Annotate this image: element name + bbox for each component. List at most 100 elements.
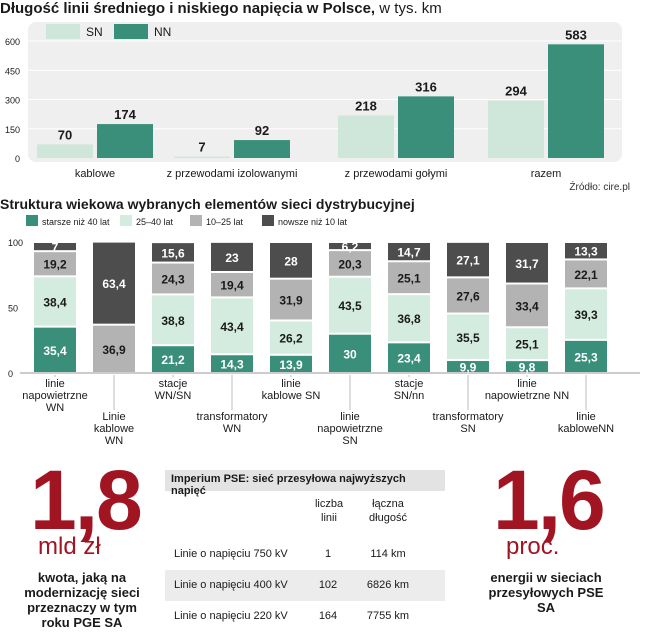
chart2-bar-segment (270, 279, 312, 320)
chart2-category-label: WN (223, 423, 241, 435)
chart2-category-label: napowietrzne (22, 390, 87, 402)
chart2-segment-label: 21,2 (161, 353, 185, 367)
chart2-segment-label: 35,5 (456, 331, 480, 345)
chart2-bar-segment (329, 243, 371, 250)
chart2-y-tick: 50 (8, 304, 18, 314)
chart2-bar-segment (329, 277, 371, 333)
chart2-legend-label: starsze niż 40 lat (42, 217, 110, 227)
chart2-segment-label: 9,9 (460, 361, 477, 375)
table-cell-count: 102 (318, 579, 338, 591)
chart1-category-label: z przewodami izolowanymi (167, 168, 298, 180)
chart2-bar-segment (565, 289, 607, 339)
chart2-category-label: linie (340, 411, 360, 423)
chart1-bar (398, 96, 454, 158)
chart2-segment-label: 24,3 (161, 272, 185, 286)
chart2-segment-label: 25,1 (397, 272, 421, 286)
chart1-value-label: 316 (415, 79, 437, 94)
chart1-value-label: 7 (198, 140, 205, 155)
chart2-segment-label: 9,8 (519, 361, 536, 375)
chart2-segment-label: 14,3 (220, 358, 244, 372)
chart2-y-tick: 0 (8, 369, 13, 379)
chart2-bar-segment (506, 243, 548, 283)
table-cell-name: Linie o napięciu 400 kV (174, 579, 288, 591)
chart1-y-tick: 150 (5, 125, 20, 135)
table-row: Linie o napięciu 220 kV 164 7755 km (165, 601, 445, 632)
chart1-y-tick: 600 (5, 37, 20, 47)
chart2-category-label: WN (105, 435, 123, 447)
chart2-segment-label: 26,2 (279, 332, 303, 346)
chart1-y-tick: 300 (5, 96, 20, 106)
left-callout-unit: mld zł (38, 533, 101, 560)
table-row: Linie o napięciu 400 kV 102 6826 km (165, 570, 445, 601)
chart2-category-label: linie (576, 411, 596, 423)
chart2-segment-label: 38,8 (161, 314, 185, 328)
chart2-category-label: WN (46, 402, 64, 414)
chart2-bar-segment (447, 361, 489, 372)
chart1-legend-swatch (114, 24, 148, 39)
chart2-legend-label: 10–25 lat (206, 217, 244, 227)
table-cell-count: 1 (324, 548, 332, 560)
transmission-table: Imperium PSE: sieć przesyłowa najwyższyc… (165, 470, 445, 632)
chart2-segment-label: 43,4 (220, 320, 244, 334)
chart2-bar-segment (565, 243, 607, 259)
chart2-legend-label: 25–40 lat (136, 217, 174, 227)
chart2-category-label: linie (45, 378, 65, 390)
chart1-legend-label: SN (86, 25, 103, 39)
chart2-category-label: linie (517, 378, 537, 390)
chart2-segment-label: 19,4 (220, 279, 244, 293)
chart2-bar-segment (447, 242, 489, 277)
chart2-bar-segment (270, 321, 312, 354)
chart2-bar-segment (270, 243, 312, 278)
chart2-bar-segment (211, 242, 253, 271)
chart2-bar-segment (506, 328, 548, 360)
chart2-segment-label: 19,2 (43, 258, 67, 272)
chart1-plot-area (28, 22, 622, 162)
chart2-segment-label: 36,8 (397, 312, 421, 326)
chart2-segment-label: 13,3 (574, 245, 598, 259)
chart1-value-label: 70 (58, 127, 72, 142)
chart2-segment-label: 25,3 (574, 350, 598, 364)
chart1-legend-swatch (46, 24, 80, 39)
chart2-segment-label: 15,6 (161, 246, 185, 260)
chart2-bar-segment (388, 243, 430, 261)
chart2-segment-label: 31,9 (279, 294, 303, 308)
chart2-segment-label: 14,7 (397, 246, 421, 260)
chart2-category-label: SN (342, 435, 357, 447)
chart1-bar (174, 156, 230, 158)
chart1-y-tick: 0 (15, 154, 20, 164)
chart2-category-label: napowietrzne NN (485, 390, 569, 402)
table-cell-name: Linie o napięciu 750 kV (174, 548, 288, 560)
chart2-bar-segment (152, 295, 194, 345)
chart1-bar (234, 140, 290, 158)
chart1-bar (488, 100, 544, 158)
chart2-bar-segment (34, 243, 76, 251)
chart2-segment-label: 13,9 (279, 358, 303, 372)
chart2-bar-segment (329, 334, 371, 372)
chart2-bar-segment (506, 361, 548, 372)
left-callout-description: kwota, jaką na modernizację sieci przezn… (24, 570, 140, 630)
chart2-bar-segment (270, 355, 312, 372)
chart2-bar-segment (447, 314, 489, 360)
chart2-segment-label: 43,5 (338, 299, 362, 313)
chart2-segment-label: 25,1 (515, 338, 539, 352)
chart1-category-label: kablowe (75, 168, 115, 180)
chart2-bar-segment (506, 284, 548, 327)
chart1-value-label: 174 (114, 107, 136, 122)
chart2-bar-segment (34, 327, 76, 372)
chart1-value-label: 92 (255, 123, 269, 138)
right-callout-unit: proc. (506, 533, 560, 560)
chart1-value-label: 218 (355, 98, 377, 113)
chart2-legend-swatch (120, 215, 132, 226)
chart2-segment-label: 39,3 (574, 308, 598, 322)
chart2-category-label: kablowe SN (262, 390, 321, 402)
chart1-legend-label: NN (154, 25, 171, 39)
table-title: Imperium PSE: sieć przesyłowa najwyższyc… (165, 470, 445, 497)
table-cell-length: 114 km (370, 548, 406, 560)
chart2-bar-segment (152, 346, 194, 372)
chart2-segment-label: 23,4 (397, 352, 421, 366)
chart2-bar-segment (388, 295, 430, 342)
chart1-unit: w tys. km (379, 0, 442, 17)
chart2-category-label: transformatory (433, 411, 504, 423)
chart2-segment-label: 35,4 (43, 344, 67, 358)
chart2-bar-segment (388, 343, 430, 372)
